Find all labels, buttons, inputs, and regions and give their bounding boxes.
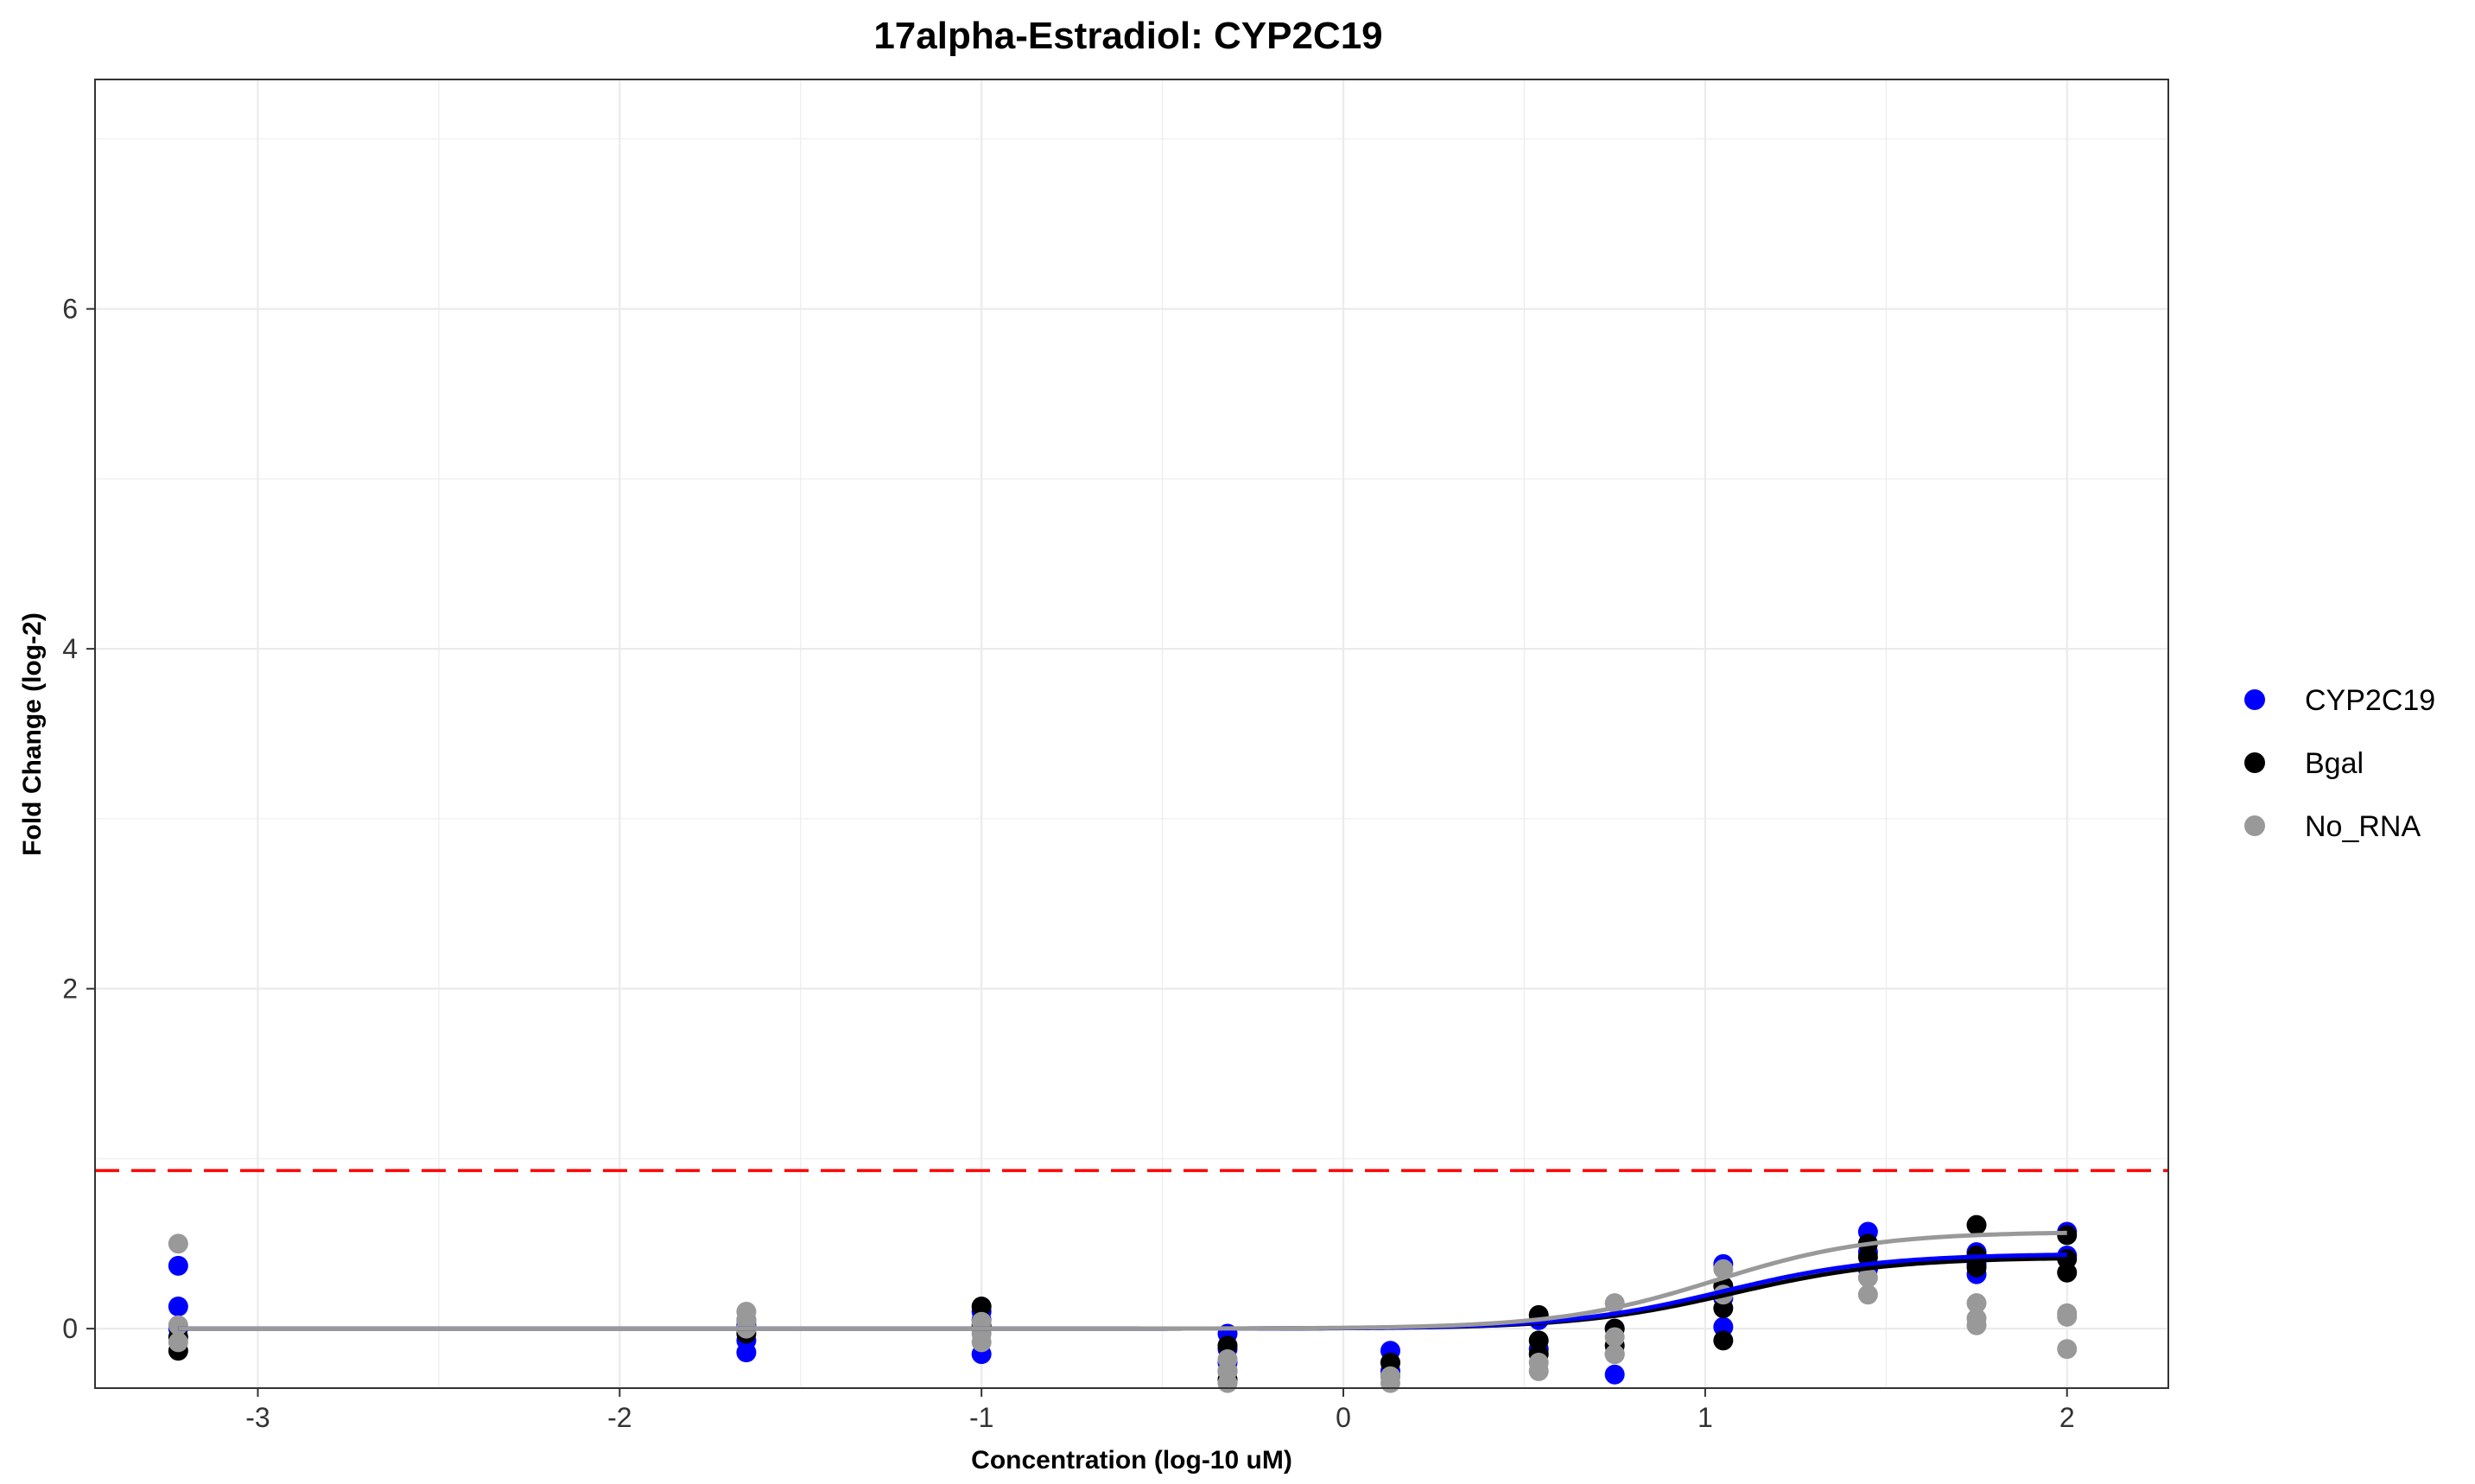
data-point-bgal	[1966, 1214, 1987, 1235]
data-point-bgal	[2057, 1225, 2078, 1246]
data-point-no-rna	[1857, 1284, 1878, 1305]
data-point-cyp2c19	[168, 1297, 188, 1317]
x-axis-label: Concentration (log-10 uM)	[971, 1446, 1292, 1474]
data-point-bgal	[1528, 1330, 1549, 1351]
y-tick-label: 4	[62, 633, 78, 664]
data-point-no-rna	[1857, 1267, 1878, 1288]
y-axis-label: Fold Change (log-2)	[18, 612, 47, 856]
data-point-cyp2c19	[1604, 1364, 1625, 1385]
data-point-bgal	[1217, 1335, 1238, 1356]
data-point-no-rna	[2057, 1339, 2078, 1360]
data-point-no-rna	[1217, 1373, 1238, 1393]
x-tick-label: 2	[2059, 1402, 2075, 1433]
legend-label: Bgal	[2305, 747, 2364, 780]
data-point-no-rna	[1604, 1327, 1625, 1348]
y-tick-label: 0	[62, 1313, 78, 1344]
legend-key-bgal	[2244, 752, 2265, 773]
fit-curve-no-rna	[178, 1230, 2067, 1331]
legend-key-no-rna	[2244, 815, 2265, 836]
data-point-no-rna	[1604, 1344, 1625, 1365]
data-point-no-rna	[1966, 1293, 1987, 1314]
data-point-no-rna	[1966, 1315, 1987, 1335]
data-point-no-rna	[168, 1315, 188, 1335]
y-tick-label: 6	[62, 294, 78, 325]
data-point-no-rna	[1528, 1360, 1549, 1381]
data-point-bgal	[971, 1297, 992, 1317]
legend-label: No_RNA	[2305, 810, 2421, 843]
data-point-no-rna	[1713, 1259, 1734, 1279]
legend-key-cyp2c19	[2244, 689, 2265, 710]
data-point-cyp2c19	[168, 1255, 188, 1276]
data-point-bgal	[2057, 1262, 2078, 1283]
data-points	[168, 1214, 2078, 1393]
legend-label: CYP2C19	[2305, 684, 2435, 717]
x-tick-label: -1	[969, 1402, 993, 1433]
chart-title: 17alpha-Estradiol: CYP2C19	[873, 15, 1382, 57]
x-tick-label: -3	[245, 1402, 270, 1433]
data-point-no-rna	[1380, 1373, 1400, 1393]
data-point-no-rna	[168, 1332, 188, 1353]
y-tick-label: 2	[62, 973, 78, 1005]
data-point-bgal	[1713, 1330, 1734, 1351]
data-point-no-rna	[2057, 1306, 2078, 1327]
axis-ticks: -3 -2 -1 0 1 2 0 2 4 6	[62, 294, 2074, 1433]
plot-panel	[95, 79, 2168, 1388]
data-point-bgal	[1380, 1352, 1400, 1373]
data-point-no-rna	[168, 1233, 188, 1254]
x-tick-label: -2	[607, 1402, 631, 1433]
legend: CYP2C19 Bgal No_RNA	[2244, 684, 2435, 843]
data-point-bgal	[1713, 1298, 1734, 1319]
fitted-curves	[178, 1230, 2067, 1331]
x-tick-label: 0	[1336, 1402, 1351, 1433]
data-point-cyp2c19	[1713, 1316, 1734, 1337]
plot-border	[94, 79, 2169, 1389]
data-point-no-rna	[971, 1332, 992, 1353]
x-tick-label: 1	[1698, 1402, 1713, 1433]
